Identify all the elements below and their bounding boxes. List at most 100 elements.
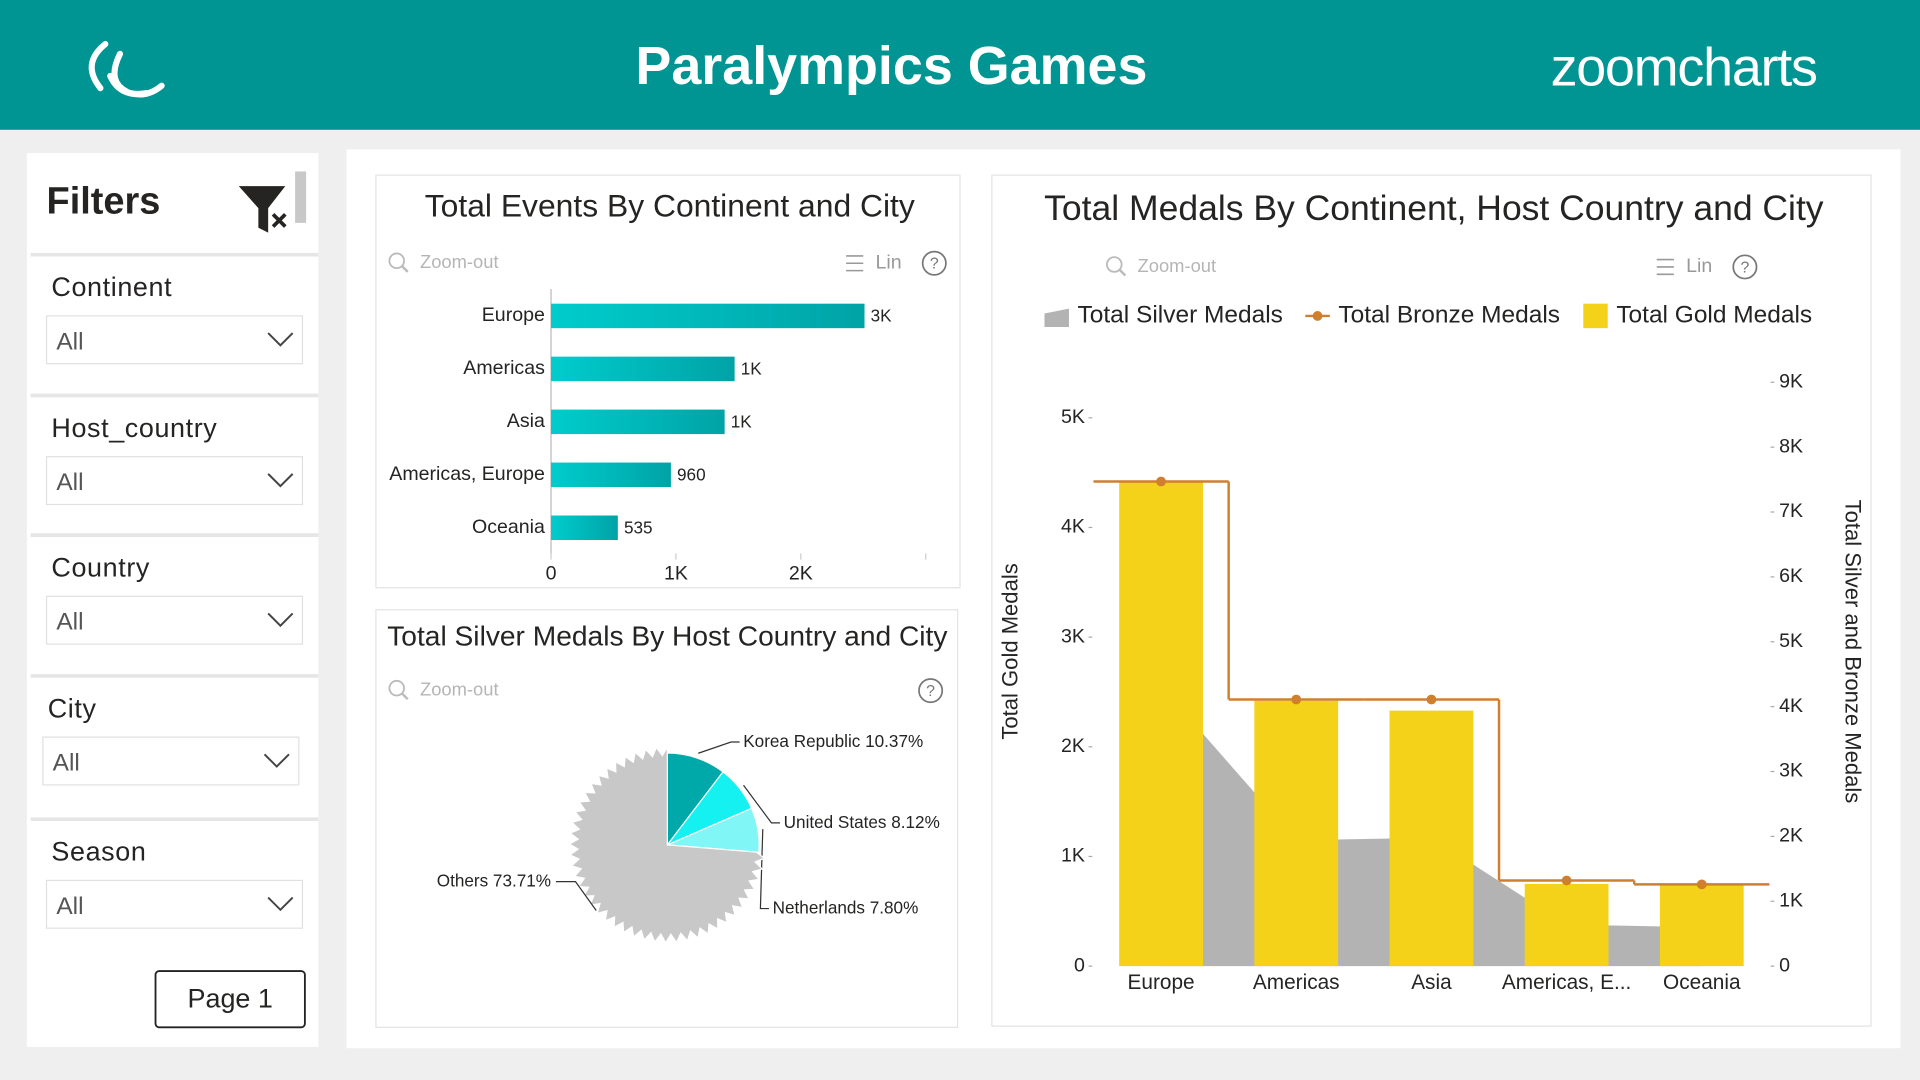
point[interactable]: [1291, 694, 1302, 705]
dropdown-chevron[interactable]: [263, 753, 290, 768]
legend-item[interactable]: Total Gold Medals: [1583, 301, 1812, 328]
dropdown-box[interactable]: [45, 595, 304, 645]
scale-toggle[interactable]: Lin: [846, 251, 902, 273]
funnel-icon[interactable]: [238, 186, 286, 233]
filter-label: Continent: [51, 272, 172, 302]
slice-value: 73.71%: [493, 870, 551, 890]
dropdown[interactable]: All: [45, 595, 304, 645]
help-circle[interactable]: [918, 678, 944, 704]
help-label[interactable]: ?: [930, 256, 939, 273]
dropdown-box[interactable]: [45, 879, 304, 929]
y2-tick-label: 6K: [1779, 565, 1803, 587]
y2-tick-label: 7K: [1779, 500, 1803, 522]
point[interactable]: [1696, 879, 1707, 890]
chart-title: Total Medals By Continent, Host Country …: [1044, 188, 1824, 228]
bar[interactable]: [551, 303, 865, 329]
bar[interactable]: [1659, 884, 1744, 967]
slice-value: 8.12%: [891, 811, 940, 831]
y2-tick-label: 3K: [1779, 760, 1803, 782]
bar[interactable]: [551, 515, 618, 540]
pie-slice[interactable]: [667, 807, 760, 853]
dropdown-chevron[interactable]: [267, 612, 294, 628]
help-button[interactable]: ?: [921, 250, 947, 276]
zoom-out-button[interactable]: Zoom-out: [388, 678, 499, 701]
leader-line: [743, 784, 780, 824]
scale-label[interactable]: Lin: [876, 251, 902, 273]
bar[interactable]: [551, 356, 735, 382]
bar[interactable]: [1254, 700, 1339, 967]
help-button[interactable]: ?: [1732, 254, 1758, 280]
help-label[interactable]: ?: [1740, 259, 1749, 276]
dropdown-box[interactable]: [45, 315, 304, 365]
dropdown-value[interactable]: All: [56, 609, 83, 636]
help-circle[interactable]: [921, 250, 947, 276]
zoom-out-label[interactable]: Zoom-out: [1138, 255, 1217, 276]
legend-label[interactable]: Total Silver Medals: [1078, 301, 1283, 328]
legend-swatch[interactable]: [1583, 303, 1608, 329]
point[interactable]: [1156, 476, 1166, 487]
point[interactable]: [1426, 694, 1437, 705]
slice-label: Others 73.71%: [437, 870, 551, 890]
bar[interactable]: [1524, 883, 1609, 967]
y-tick-label: 2K: [1061, 735, 1085, 757]
bar[interactable]: [1389, 710, 1474, 967]
value-label: 1K: [741, 359, 763, 379]
zoom-icon[interactable]: [388, 252, 405, 270]
dropdown[interactable]: All: [45, 879, 304, 929]
zoom-icon[interactable]: [400, 692, 409, 701]
legend-swatch[interactable]: [1312, 311, 1323, 321]
help-button[interactable]: ?: [918, 678, 944, 704]
legend-label[interactable]: Total Bronze Medals: [1338, 301, 1560, 328]
legend-swatch[interactable]: [1044, 308, 1069, 327]
filter-label: Season: [51, 837, 146, 867]
zoom-out-button[interactable]: Zoom-out: [388, 251, 499, 273]
page-button-label[interactable]: Page 1: [188, 984, 273, 1014]
page-button[interactable]: [154, 970, 306, 1029]
dropdown-value[interactable]: All: [53, 750, 80, 777]
scale-label[interactable]: Lin: [1686, 255, 1712, 277]
clear-x-icon[interactable]: [271, 212, 287, 228]
help-label[interactable]: ?: [926, 683, 935, 700]
zoom-icon[interactable]: [1118, 268, 1127, 277]
help-circle[interactable]: [1732, 254, 1758, 280]
legend-item[interactable]: Total Silver Medals: [1044, 301, 1283, 328]
y-axis-title: Total Gold Medals: [997, 563, 1022, 739]
dropdown-value[interactable]: All: [56, 469, 83, 496]
scale-toggle[interactable]: Lin: [1656, 255, 1713, 277]
zoom-out-label[interactable]: Zoom-out: [420, 251, 499, 272]
filter-title: Filters: [47, 180, 161, 222]
zoom-icon[interactable]: [1106, 256, 1123, 273]
dropdown-box[interactable]: [45, 456, 304, 506]
zoom-out-button[interactable]: Zoom-out: [1106, 255, 1217, 277]
zoom-icon[interactable]: [388, 679, 405, 697]
legend-label[interactable]: Total Gold Medals: [1616, 301, 1812, 328]
filter-label: Country: [51, 552, 150, 582]
dropdown-chevron[interactable]: [267, 896, 294, 912]
zoom-icon[interactable]: [400, 264, 409, 273]
dropdown[interactable]: All: [42, 736, 300, 786]
category-label: Oceania: [472, 516, 545, 538]
category-label: Americas: [463, 357, 545, 379]
header-title: Paralympics Games: [635, 36, 1147, 96]
dropdown[interactable]: All: [45, 456, 304, 506]
bar[interactable]: [551, 462, 671, 488]
dropdown[interactable]: All: [45, 315, 304, 365]
filter-label: City: [48, 693, 97, 723]
dropdown-chevron[interactable]: [267, 473, 294, 488]
point[interactable]: [1561, 875, 1572, 886]
dropdown-chevron[interactable]: [267, 332, 294, 347]
leader-line: [698, 741, 740, 754]
dropdown-value[interactable]: All: [56, 893, 83, 920]
pie-slice[interactable]: [568, 744, 766, 945]
dropdown-box[interactable]: [42, 736, 300, 786]
scrollbar[interactable]: [295, 171, 307, 223]
header-bar: [0, 0, 1920, 130]
bar[interactable]: [1119, 481, 1203, 967]
bar[interactable]: [551, 409, 725, 435]
dropdown-value[interactable]: All: [56, 328, 83, 355]
clear-filters-icon[interactable]: [238, 186, 287, 233]
x-tick-label: Oceania: [1663, 971, 1741, 994]
legend-item[interactable]: Total Bronze Medals: [1305, 301, 1560, 328]
slice-label: Korea Republic 10.37%: [743, 731, 923, 751]
zoom-out-label[interactable]: Zoom-out: [420, 678, 499, 699]
